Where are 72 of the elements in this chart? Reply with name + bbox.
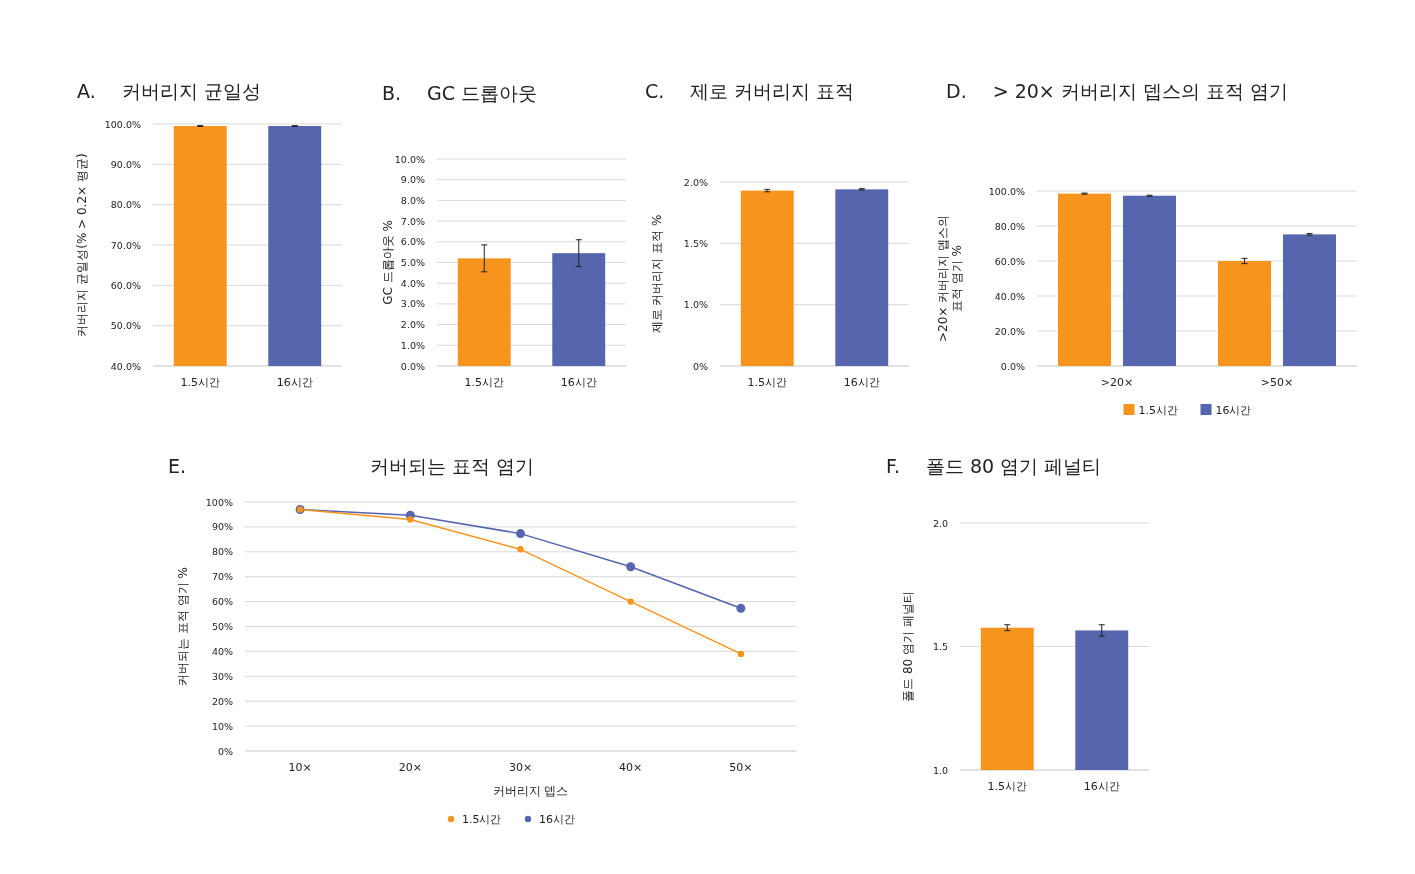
y-tick-label: 10% [211,720,233,732]
x-tick-label: 16시간 [560,376,597,389]
y-tick-label: 20% [211,695,233,707]
y-tick-label: 60.0% [994,255,1025,267]
x-tick-label: >20× [1100,376,1134,389]
y-tick-label: 1.5% [683,237,708,249]
y-tick-label: 10.0% [394,153,425,165]
y-tick-label: 2.0 [932,517,948,529]
x-tick-label: 30× [508,761,533,774]
y-tick-label: 9.0% [400,174,425,186]
y-tick-label: 100.0% [988,185,1025,197]
y-tick-label: 80.0% [994,220,1025,232]
x-tick-label: 20× [398,761,422,774]
x-tick-label: 10× [288,761,312,774]
y-tick-label: 7.0% [400,215,425,227]
legend-label: 16시간 [1215,404,1252,417]
chart-title: E. 커버되는 표적 염기 [168,455,535,477]
y-tick-label: 20.0% [994,325,1025,337]
y-tick-label: 40.0% [110,360,141,372]
y-tick-label: 60% [211,596,233,608]
y-tick-label: 0.0% [400,360,425,372]
y-tick-label: 3.0% [400,298,425,310]
y-tick-label: 100% [205,496,233,508]
y-tick-label: 1.0 [932,764,948,776]
y-tick-label: 60.0% [110,279,141,291]
x-tick-label: >50× [1260,376,1294,389]
y-tick-label: 4.0% [400,277,425,289]
x-tick-label: 1.5시간 [464,376,504,389]
y-tick-label: 0% [217,745,233,757]
y-tick-label: 1.0% [400,339,425,351]
legend-label: 1.5시간 [462,813,502,826]
chart-title: F. 폴드 80 염기 페널티 [886,455,1102,477]
y-tick-label: 90% [211,521,233,533]
y-axis-title: 커버되는 표적 염기 % [176,567,190,686]
y-tick-label: 30% [211,670,233,682]
y-axis-title: 제로 커버리지 표적 % [650,214,664,334]
y-tick-label: 40% [211,645,233,657]
y-tick-label: 2.0% [400,319,425,331]
y-tick-label: 80% [211,546,233,558]
chart-title: D. > 20× 커버리지 뎁스의 표적 염기 [946,80,1288,102]
y-tick-label: 40.0% [994,290,1025,302]
y-tick-label: 70.0% [110,239,141,251]
chart-title: C. 제로 커버리지 표적 [645,80,855,102]
x-tick-label: 1.5시간 [180,376,220,389]
y-axis-title: GC 드롭아웃 % [381,220,395,305]
y-axis-title: 폴드 80 염기 페널티 [901,591,915,702]
y-tick-label: 5.0% [400,257,425,268]
y-tick-label: 90.0% [110,158,141,170]
x-tick-label: 40× [619,761,643,774]
x-axis-title: 커버리지 뎁스 [492,784,569,798]
legend-label: 16시간 [539,813,575,826]
y-tick-label: 50% [211,621,233,632]
y-tick-label: 0.0% [1000,360,1025,372]
y-tick-label: 8.0% [400,194,425,206]
x-tick-label: 16시간 [276,376,313,389]
chart-title: B. GC 드롭아웃 [382,82,538,104]
y-tick-label: 1.0% [683,299,708,311]
y-tick-label: 50.0% [110,320,141,332]
y-tick-label: 1.5 [932,641,948,652]
legend-label: 1.5시간 [1138,404,1178,417]
y-tick-label: 100.0% [104,118,141,130]
x-tick-label: 16시간 [843,376,880,389]
y-tick-label: 0% [692,360,708,372]
y-tick-label: 2.0% [683,176,708,188]
y-tick-label: 70% [211,571,233,583]
y-tick-label: 6.0% [400,236,425,248]
x-tick-label: 1.5시간 [747,376,787,389]
y-axis-title: >20× 커버리지 뎁스의 표적 염기 % [936,214,964,343]
y-tick-label: 80.0% [110,199,141,211]
x-tick-label: 50× [729,761,753,774]
y-axis-title: 커버리지 균일성(% > 0.2× 평균) [75,153,89,337]
chart-title: A. 커버리지 균일성 [77,80,261,102]
